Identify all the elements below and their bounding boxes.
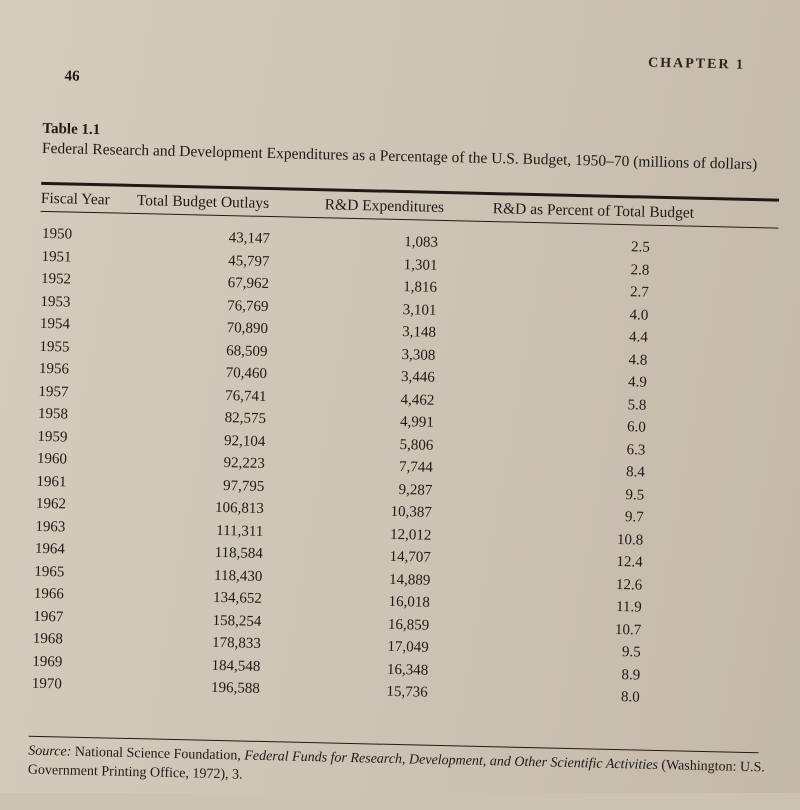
table-caption: Table 1.1 Federal Research and Developme… [42, 120, 783, 176]
cell-total-budget-outlays: 118,430 [213, 567, 263, 585]
cell-total-budget-outlays: 111,311 [216, 522, 264, 540]
cell-rd-percent: 9.5 [625, 486, 645, 504]
cell-fiscal-year: 1970 [31, 675, 63, 693]
cell-rd-expenditures: 3,101 [402, 301, 437, 319]
cell-total-budget-outlays: 76,741 [225, 387, 267, 405]
cell-rd-percent: 2.8 [630, 261, 650, 279]
cell-total-budget-outlays: 70,890 [226, 320, 269, 338]
cell-rd-expenditures: 4,462 [400, 391, 435, 409]
cell-rd-percent: 6.3 [626, 441, 646, 459]
cell-fiscal-year: 1952 [40, 270, 72, 288]
cell-rd-percent: 8.9 [621, 666, 641, 684]
cell-rd-percent: 2.7 [629, 284, 650, 301]
cell-rd-percent: 6.0 [626, 419, 646, 436]
cell-rd-expenditures: 1,083 [404, 234, 439, 251]
column-header-rd-percent: R&D as Percent of Total Budget [492, 200, 695, 222]
column-header-total-budget-outlays: Total Budget Outlays [136, 192, 270, 213]
cell-rd-expenditures: 5,806 [399, 436, 434, 454]
cell-fiscal-year: 1967 [33, 608, 64, 625]
cell-fiscal-year: 1957 [38, 383, 69, 401]
page-number: 46 [64, 68, 80, 85]
cell-rd-expenditures: 14,889 [388, 571, 431, 589]
cell-rd-percent: 12.6 [615, 576, 643, 594]
cell-fiscal-year: 1964 [34, 540, 66, 558]
cell-rd-percent: 9.7 [624, 509, 644, 526]
cell-rd-expenditures: 3,446 [400, 369, 436, 386]
column-header-fiscal-year: Fiscal Year [40, 189, 110, 209]
cell-rd-expenditures: 1,301 [403, 256, 438, 274]
cell-rd-expenditures: 12,012 [389, 526, 432, 544]
cell-rd-percent: 12.4 [616, 553, 643, 571]
cell-total-budget-outlays: 82,575 [224, 410, 267, 427]
cell-rd-percent: 5.8 [627, 396, 647, 414]
cell-total-budget-outlays: 67,962 [227, 275, 270, 293]
cell-fiscal-year: 1954 [39, 315, 71, 333]
cell-rd-expenditures: 15,736 [386, 683, 428, 701]
cell-fiscal-year: 1958 [37, 405, 69, 423]
cell-total-budget-outlays: 76,769 [227, 297, 269, 315]
book-page: CHAPTER 1 46 Table 1.1 Federal Research … [0, 0, 800, 793]
cell-total-budget-outlays: 97,795 [222, 477, 265, 495]
cell-rd-expenditures: 16,859 [387, 616, 430, 634]
cell-rd-expenditures: 16,348 [386, 661, 429, 679]
cell-rd-percent: 8.4 [625, 464, 645, 481]
chapter-heading: CHAPTER 1 [647, 55, 746, 73]
cell-total-budget-outlays: 92,104 [223, 432, 266, 450]
cell-total-budget-outlays: 118,584 [214, 544, 264, 562]
cell-rd-expenditures: 4,991 [399, 414, 435, 431]
cell-fiscal-year: 1960 [36, 450, 68, 468]
cell-total-budget-outlays: 184,548 [211, 657, 261, 675]
cell-rd-expenditures: 14,707 [389, 548, 431, 566]
cell-total-budget-outlays: 70,460 [225, 365, 268, 383]
cell-fiscal-year: 1962 [35, 495, 67, 513]
table-body: 1950 43,147 1,083 2.5 1951 45,797 1,301 2.8 1952… [30, 226, 781, 715]
cell-rd-expenditures: 9,287 [398, 481, 433, 499]
column-header-rd-expenditures: R&D Expenditures [324, 196, 445, 216]
cell-rd-percent: 2.5 [630, 239, 651, 256]
cell-rd-percent: 4.9 [627, 374, 648, 391]
cell-fiscal-year: 1965 [34, 563, 65, 580]
cell-total-budget-outlays: 92,223 [223, 455, 266, 472]
cell-rd-expenditures: 1,816 [403, 279, 438, 296]
cell-fiscal-year: 1959 [37, 428, 68, 445]
cell-rd-percent: 9.5 [621, 644, 641, 661]
cell-rd-percent: 10.7 [614, 621, 642, 639]
cell-rd-expenditures: 3,308 [401, 346, 436, 364]
cell-rd-expenditures: 16,018 [388, 593, 430, 611]
cell-rd-percent: 4.0 [629, 306, 649, 324]
cell-fiscal-year: 1966 [33, 585, 65, 603]
cell-fiscal-year: 1961 [36, 473, 67, 490]
source-intro: Source: [28, 743, 72, 760]
cell-total-budget-outlays: 158,254 [212, 612, 262, 630]
cell-total-budget-outlays: 178,833 [211, 634, 261, 652]
cell-rd-expenditures: 10,387 [390, 503, 433, 521]
cell-total-budget-outlays: 68,509 [226, 342, 268, 360]
cell-rd-expenditures: 3,148 [401, 324, 437, 341]
source-publication-title: Federal Funds for Research, Development,… [244, 748, 659, 773]
cell-total-budget-outlays: 134,652 [212, 589, 263, 607]
cell-rd-percent: 10.8 [616, 531, 644, 549]
cell-fiscal-year: 1969 [32, 653, 63, 670]
cell-fiscal-year: 1953 [40, 293, 71, 311]
cell-rd-expenditures: 7,744 [398, 459, 434, 476]
cell-rd-percent: 8.0 [620, 689, 640, 706]
cell-fiscal-year: 1951 [41, 248, 72, 266]
cell-total-budget-outlays: 106,813 [214, 499, 265, 517]
cell-total-budget-outlays: 45,797 [228, 252, 270, 270]
cell-fiscal-year: 1968 [32, 630, 64, 648]
cell-total-budget-outlays: 43,147 [228, 230, 271, 248]
cell-fiscal-year: 1955 [39, 338, 70, 356]
cell-fiscal-year: 1963 [35, 518, 66, 535]
source-organization: National Science Foundation, [71, 744, 245, 764]
cell-rd-percent: 11.9 [615, 598, 642, 616]
cell-fiscal-year: 1956 [38, 360, 70, 378]
cell-rd-percent: 4.4 [628, 329, 649, 346]
cell-total-budget-outlays: 196,588 [210, 679, 260, 697]
cell-fiscal-year: 1950 [41, 225, 73, 243]
cell-rd-percent: 4.8 [628, 351, 648, 369]
cell-rd-expenditures: 17,049 [387, 638, 429, 656]
